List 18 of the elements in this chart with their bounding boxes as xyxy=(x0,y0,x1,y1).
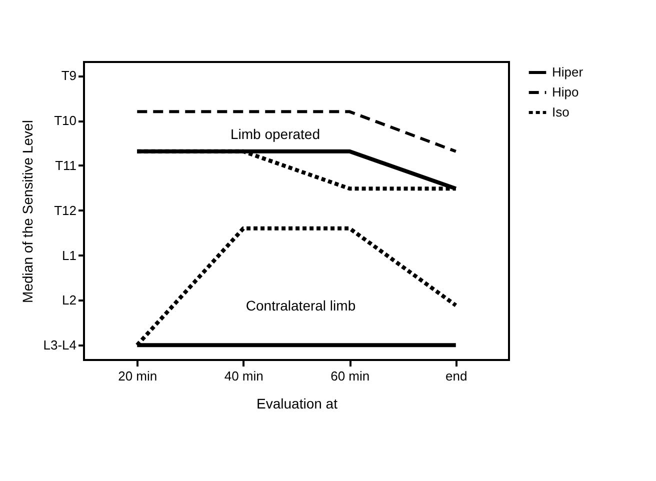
legend-label: Hipo xyxy=(552,84,579,100)
x-tick-label: 60 min xyxy=(330,368,370,384)
annotation: Limb operated xyxy=(230,126,320,142)
x-tick-label: 40 min xyxy=(224,368,264,384)
category-label: L2 xyxy=(62,292,76,308)
category-label: L1 xyxy=(62,248,76,263)
category-label: T12 xyxy=(54,202,76,218)
category-label: L3-L4 xyxy=(43,338,76,353)
category-label: T10 xyxy=(54,113,76,128)
legend-label: Iso xyxy=(552,104,570,120)
annotation: Contralateral limb xyxy=(246,297,356,314)
category-label: T9 xyxy=(61,68,76,84)
x-tick-label: 20 min xyxy=(118,368,158,384)
x-axis-title: Evaluation at xyxy=(256,396,338,412)
y-axis-title: Median of the Sensitive Level xyxy=(19,120,36,303)
x-tick-label: end xyxy=(446,368,468,384)
legend-label: Hiper xyxy=(552,64,584,80)
category-label: T11 xyxy=(55,158,76,173)
